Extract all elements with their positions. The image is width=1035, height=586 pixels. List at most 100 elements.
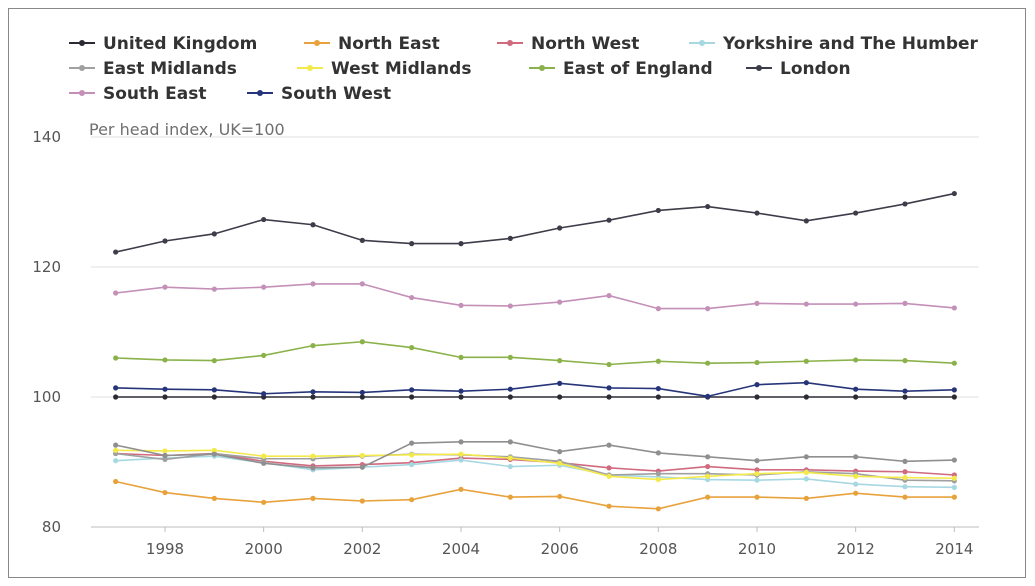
legend-swatch-marker <box>257 90 263 96</box>
data-point-north-east <box>507 494 513 500</box>
data-point-south-west <box>902 388 908 394</box>
data-point-east-of-england <box>557 358 563 364</box>
data-point-west-midlands <box>162 448 168 454</box>
data-point-east-of-england <box>507 354 513 360</box>
data-point-west-midlands <box>409 452 415 458</box>
data-point-yorkshire-and-the-humber <box>853 481 859 487</box>
data-point-unlabeled-10 <box>803 454 809 460</box>
data-point-south-west <box>705 393 711 399</box>
data-point-unlabeled-10 <box>359 464 365 470</box>
legend-label: London <box>780 59 851 79</box>
legend-swatch-marker <box>79 40 85 46</box>
legend-item-united-kingdom[interactable]: United Kingdom <box>69 34 257 54</box>
series-line-south-west <box>115 381 955 398</box>
data-point-north-east <box>458 486 464 492</box>
data-point-unlabeled-10 <box>409 440 415 446</box>
data-point-west-midlands <box>113 447 119 453</box>
series-line-north-east <box>115 480 955 510</box>
data-point-east-of-england <box>261 352 267 358</box>
legend-label: East of England <box>563 59 713 79</box>
data-point-west-midlands <box>754 471 760 477</box>
data-point-united-kingdom <box>557 394 563 400</box>
data-point-unlabeled-10 <box>655 450 661 456</box>
legend-item-east-of-england[interactable]: East of England <box>529 59 713 79</box>
series-north-east <box>113 478 957 512</box>
data-point-east-of-england <box>803 358 809 364</box>
data-point-unlabeled-10 <box>853 454 859 460</box>
data-point-south-east <box>705 306 711 312</box>
data-point-south-west <box>557 380 563 386</box>
data-point-north-east <box>754 494 760 500</box>
legend-swatch-marker <box>314 40 320 46</box>
legend-item-north-west[interactable]: North West <box>497 34 639 54</box>
legend-swatch-marker <box>699 40 705 46</box>
legend-item-south-east[interactable]: South East <box>69 84 207 104</box>
data-point-south-west <box>359 389 365 396</box>
data-point-united-kingdom <box>803 394 809 400</box>
data-point-north-east <box>113 478 119 485</box>
data-point-unlabeled-10 <box>902 458 908 464</box>
legend-item-west-midlands[interactable]: West Midlands <box>297 59 471 79</box>
legend-item-east-midlands[interactable]: East Midlands <box>69 59 237 79</box>
data-point-london <box>211 231 217 237</box>
data-point-south-east <box>458 302 464 308</box>
series-line-unlabeled-10 <box>115 441 955 469</box>
x-tick-label: 2012 <box>837 540 875 558</box>
data-point-london <box>409 241 415 247</box>
data-point-london <box>261 216 267 223</box>
data-point-london <box>113 249 119 255</box>
series-unlabeled-10 <box>113 439 957 471</box>
data-point-south-west <box>803 380 809 386</box>
line-chart: United Kingdom North East North West Yorksh… <box>32 34 979 558</box>
data-point-united-kingdom <box>458 394 464 400</box>
data-point-south-east <box>557 299 563 305</box>
legend-swatch-marker <box>79 65 85 71</box>
data-point-west-midlands <box>803 469 809 475</box>
data-point-east-of-england <box>902 358 908 364</box>
data-point-south-west <box>507 386 513 392</box>
data-point-unlabeled-10 <box>705 454 711 460</box>
data-point-east-of-england <box>951 360 957 366</box>
data-point-yorkshire-and-the-humber <box>507 463 513 470</box>
data-point-north-east <box>902 494 908 500</box>
data-point-unlabeled-10 <box>458 439 464 445</box>
data-point-united-kingdom <box>409 394 415 400</box>
data-point-unlabeled-10 <box>606 442 612 448</box>
data-point-east-of-england <box>458 354 464 360</box>
data-point-west-midlands <box>310 453 316 459</box>
data-point-united-kingdom <box>754 394 760 400</box>
data-point-london <box>557 225 563 231</box>
data-point-united-kingdom <box>853 394 859 400</box>
data-point-united-kingdom <box>507 394 513 400</box>
legend-item-north-east[interactable]: North East <box>304 34 440 54</box>
legend-item-yorkshire-and-the-humber[interactable]: Yorkshire and The Humber <box>689 34 979 54</box>
data-point-north-west <box>606 465 612 471</box>
unit-label: Per head index, UK=100 <box>89 120 285 139</box>
data-point-north-east <box>359 498 365 504</box>
data-point-south-west <box>162 386 168 392</box>
data-point-unlabeled-10 <box>113 442 119 448</box>
x-tick-label: 2010 <box>738 540 776 558</box>
data-point-west-midlands <box>261 453 267 459</box>
legend: United Kingdom North East North West Yorksh… <box>69 34 979 104</box>
legend-swatch-marker <box>539 65 545 71</box>
data-point-london <box>803 218 809 224</box>
data-point-north-east <box>211 495 217 501</box>
data-point-yorkshire-and-the-humber <box>951 484 957 490</box>
series-line-east-midlands <box>115 452 955 482</box>
legend-label: North East <box>338 34 440 54</box>
legend-item-london[interactable]: London <box>746 59 851 79</box>
y-tick-label: 120 <box>32 258 61 276</box>
data-point-london <box>655 207 661 214</box>
data-point-united-kingdom <box>902 394 908 400</box>
legend-item-south-west[interactable]: South West <box>247 84 391 104</box>
series-united-kingdom <box>113 394 957 400</box>
y-tick-label: 80 <box>42 518 61 536</box>
data-point-unlabeled-10 <box>557 449 563 455</box>
legend-label: United Kingdom <box>103 34 257 54</box>
legend-label: South West <box>281 84 391 104</box>
legend-label: Yorkshire and The Humber <box>722 34 979 54</box>
data-point-south-west <box>754 382 760 388</box>
data-point-south-east <box>902 300 908 306</box>
legend-label: South East <box>103 84 207 104</box>
